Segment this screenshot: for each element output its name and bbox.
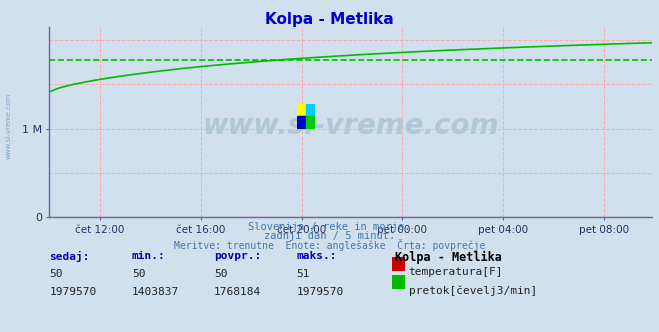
Text: Kolpa - Metlika: Kolpa - Metlika bbox=[395, 251, 502, 264]
Text: Kolpa - Metlika: Kolpa - Metlika bbox=[265, 12, 394, 27]
Text: sedaj:: sedaj: bbox=[49, 251, 90, 262]
Text: 50: 50 bbox=[132, 269, 145, 279]
Text: 1403837: 1403837 bbox=[132, 287, 179, 297]
Text: 50: 50 bbox=[214, 269, 227, 279]
Text: www.si-vreme.com: www.si-vreme.com bbox=[203, 112, 499, 140]
Text: Meritve: trenutne  Enote: anglešaške  Črta: povprečje: Meritve: trenutne Enote: anglešaške Črta… bbox=[174, 239, 485, 251]
Text: povpr.:: povpr.: bbox=[214, 251, 262, 261]
Bar bbox=[306, 104, 315, 116]
Text: 1979570: 1979570 bbox=[297, 287, 344, 297]
Bar bbox=[297, 104, 306, 116]
Bar bbox=[306, 116, 315, 129]
Text: www.si-vreme.com: www.si-vreme.com bbox=[5, 93, 12, 159]
Text: 1979570: 1979570 bbox=[49, 287, 97, 297]
Bar bbox=[297, 116, 306, 129]
Text: zadnji dan / 5 minut.: zadnji dan / 5 minut. bbox=[264, 231, 395, 241]
Text: pretok[čevelj3/min]: pretok[čevelj3/min] bbox=[409, 285, 537, 296]
Text: 50: 50 bbox=[49, 269, 63, 279]
Text: temperatura[F]: temperatura[F] bbox=[409, 267, 503, 277]
Text: min.:: min.: bbox=[132, 251, 165, 261]
Text: 51: 51 bbox=[297, 269, 310, 279]
Text: Slovenija / reke in morje.: Slovenija / reke in morje. bbox=[248, 222, 411, 232]
Text: maks.:: maks.: bbox=[297, 251, 337, 261]
Text: 1768184: 1768184 bbox=[214, 287, 262, 297]
